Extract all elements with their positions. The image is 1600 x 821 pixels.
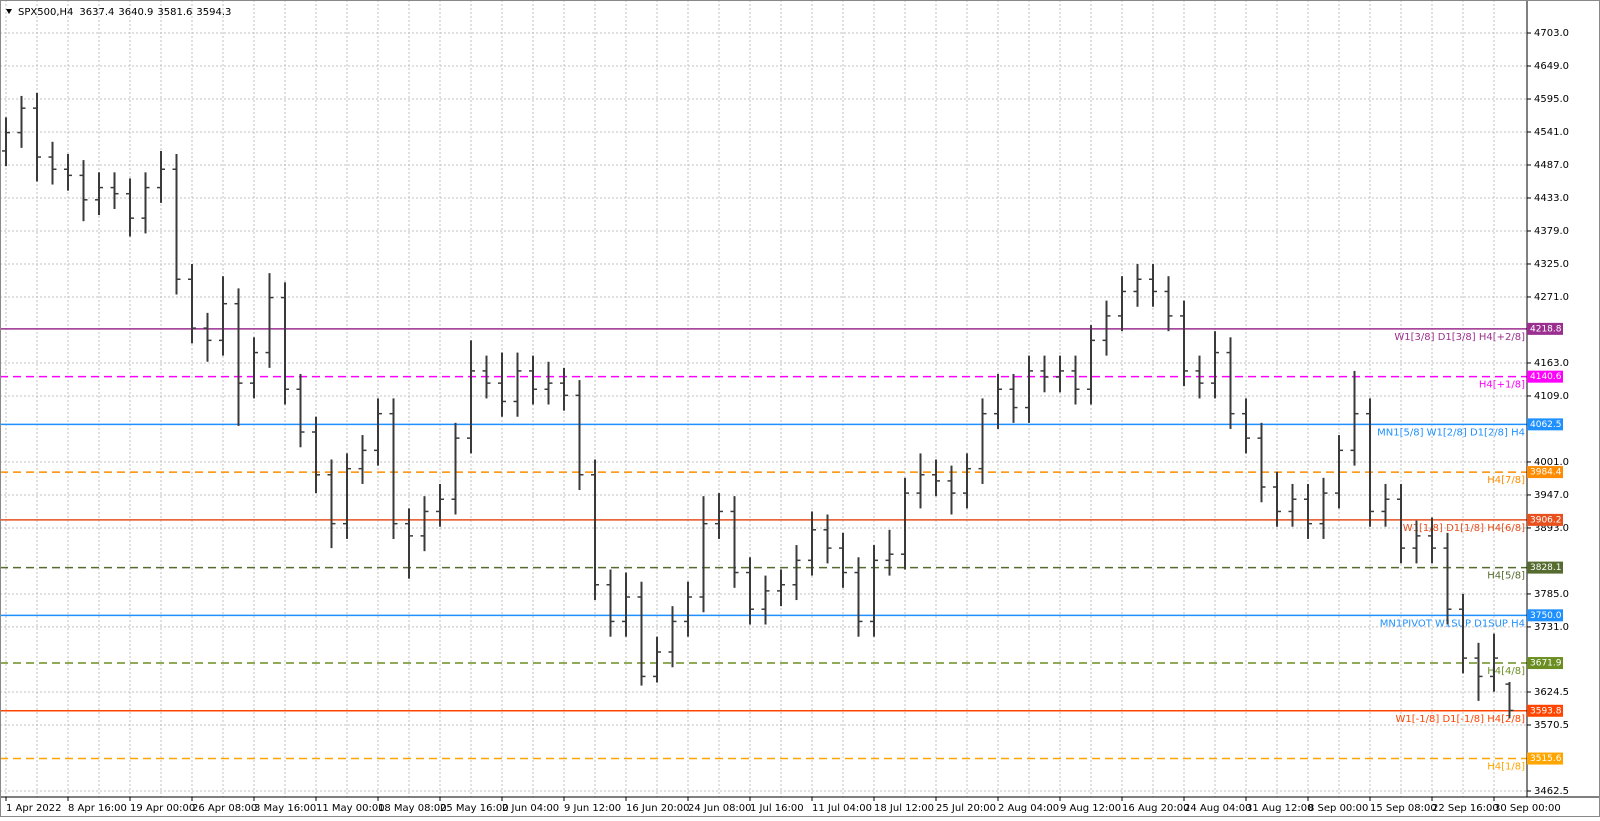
x-tick-label: 24 Jun 08:00 xyxy=(688,803,752,814)
level-label: W1[3/8] D1[3/8] H4[+2/8] xyxy=(1394,332,1525,343)
price-tag xyxy=(1527,370,1563,383)
y-tick-label: 3731.0 xyxy=(1534,622,1569,633)
level-label: H4[5/8] xyxy=(1487,571,1525,582)
x-tick-label: 18 May 08:00 xyxy=(378,803,447,814)
level-label: H4[1/8] xyxy=(1487,762,1525,773)
price-tag xyxy=(1527,513,1563,526)
x-tick-label: 2 Jun 04:00 xyxy=(502,803,559,814)
y-tick-label: 3893.0 xyxy=(1534,523,1569,534)
chart-header: SPX500,H4 3637.4 3640.9 3581.6 3594.3 xyxy=(18,7,231,18)
x-tick-label: 24 Aug 04:00 xyxy=(1184,803,1251,814)
level-label: MN1[5/8] W1[2/8] D1[2/8] H4 xyxy=(1377,427,1525,438)
y-tick-label: 3570.5 xyxy=(1534,720,1569,731)
x-tick-label: 9 Jun 12:00 xyxy=(564,803,621,814)
x-tick-label: 16 Aug 20:00 xyxy=(1122,803,1189,814)
y-tick-label: 4109.0 xyxy=(1534,391,1569,402)
y-tick-label: 3947.0 xyxy=(1534,490,1569,501)
last-open: 3637.4 xyxy=(79,7,114,18)
level-label: H4[7/8] xyxy=(1487,475,1525,486)
y-tick-label: 3785.0 xyxy=(1534,589,1569,600)
price-tag-label: 4062.5 xyxy=(1530,420,1562,430)
y-tick-label: 3462.5 xyxy=(1534,786,1569,797)
y-tick-label: 4163.0 xyxy=(1534,358,1569,369)
x-tick-label: 19 Apr 00:00 xyxy=(130,803,195,814)
price-tag-label: 3906.2 xyxy=(1530,515,1562,525)
price-tag xyxy=(1527,752,1563,765)
y-tick-label: 4001.0 xyxy=(1534,457,1569,468)
price-tag xyxy=(1527,609,1563,622)
x-tick-label: 2 Aug 04:00 xyxy=(998,803,1059,814)
y-tick-label: 4379.0 xyxy=(1534,226,1569,237)
x-tick-label: 22 Sep 16:00 xyxy=(1432,803,1499,814)
level-label: H4[+1/8] xyxy=(1479,380,1525,391)
x-tick-label: 18 Jul 12:00 xyxy=(874,803,934,814)
x-tick-label: 3 May 16:00 xyxy=(254,803,316,814)
y-tick-label: 4325.0 xyxy=(1534,259,1569,270)
x-tick-label: 31 Aug 12:00 xyxy=(1246,803,1313,814)
x-tick-label: 1 Jul 16:00 xyxy=(750,803,804,814)
price-tag xyxy=(1527,704,1563,717)
level-label: H4[4/8] xyxy=(1487,666,1525,677)
last-low: 3581.6 xyxy=(157,7,192,18)
menu-arrow xyxy=(6,9,12,14)
y-tick-label: 4541.0 xyxy=(1534,127,1569,138)
price-tag-label: 3515.6 xyxy=(1530,754,1562,764)
x-tick-label: 26 Apr 08:00 xyxy=(192,803,257,814)
x-tick-label: 11 Jul 04:00 xyxy=(812,803,872,814)
x-tick-label: 1 Apr 2022 xyxy=(6,803,61,814)
levels: W1[3/8] D1[3/8] H4[+2/8] H4[+1/8] MN1[5/8]… xyxy=(0,328,1527,773)
y-tick-label: 4487.0 xyxy=(1534,160,1569,171)
bars xyxy=(2,92,1514,719)
y-tick-label: 4271.0 xyxy=(1534,292,1569,303)
chart-title: SPX500,H4 xyxy=(18,7,73,18)
price-tag xyxy=(1527,322,1563,335)
price-tag-label: 4218.8 xyxy=(1530,324,1562,334)
x-tick-label: 25 May 16:00 xyxy=(440,803,509,814)
last-close: 3594.3 xyxy=(196,7,231,18)
x-tick-label: 15 Sep 08:00 xyxy=(1370,803,1437,814)
level-label: W1[1/8] D1[1/8] H4[6/8] xyxy=(1403,523,1525,534)
price-tag xyxy=(1527,657,1563,670)
x-tick-label: 30 Sep 00:00 xyxy=(1494,803,1561,814)
price-tag xyxy=(1527,561,1563,574)
price-tag-label: 4140.6 xyxy=(1530,372,1562,382)
y-tick-label: 4649.0 xyxy=(1534,61,1569,72)
x-tick-label: 8 Sep 00:00 xyxy=(1308,803,1368,814)
price-tag-label: 3828.1 xyxy=(1530,563,1562,573)
x-tick-label: 25 Jul 20:00 xyxy=(936,803,996,814)
x-tick-label: 9 Aug 12:00 xyxy=(1060,803,1121,814)
y-tick-label: 4433.0 xyxy=(1534,193,1569,204)
level-label: W1[-1/8] D1[-1/8] H4[2/8] xyxy=(1396,714,1526,725)
y-tick-label: 4703.0 xyxy=(1534,28,1569,39)
x-tick-label: 16 Jun 20:00 xyxy=(626,803,690,814)
price-tag xyxy=(1527,418,1563,431)
y-tick-label: 3624.5 xyxy=(1534,687,1569,698)
price-tag xyxy=(1527,466,1563,479)
price-tag-label: 3984.4 xyxy=(1530,468,1562,478)
x-tick-label: 8 Apr 16:00 xyxy=(68,803,127,814)
price-tag-label: 3671.9 xyxy=(1530,659,1562,669)
level-label: MN1PIVOT W1SUP D1SUP H4 xyxy=(1380,618,1525,629)
price-tag-label: 3750.0 xyxy=(1530,611,1562,621)
price-tag-label: 3593.8 xyxy=(1530,706,1562,716)
y-tick-label: 4595.0 xyxy=(1534,94,1569,105)
x-tick-label: 11 May 00:00 xyxy=(316,803,385,814)
last-high: 3640.9 xyxy=(118,7,153,18)
